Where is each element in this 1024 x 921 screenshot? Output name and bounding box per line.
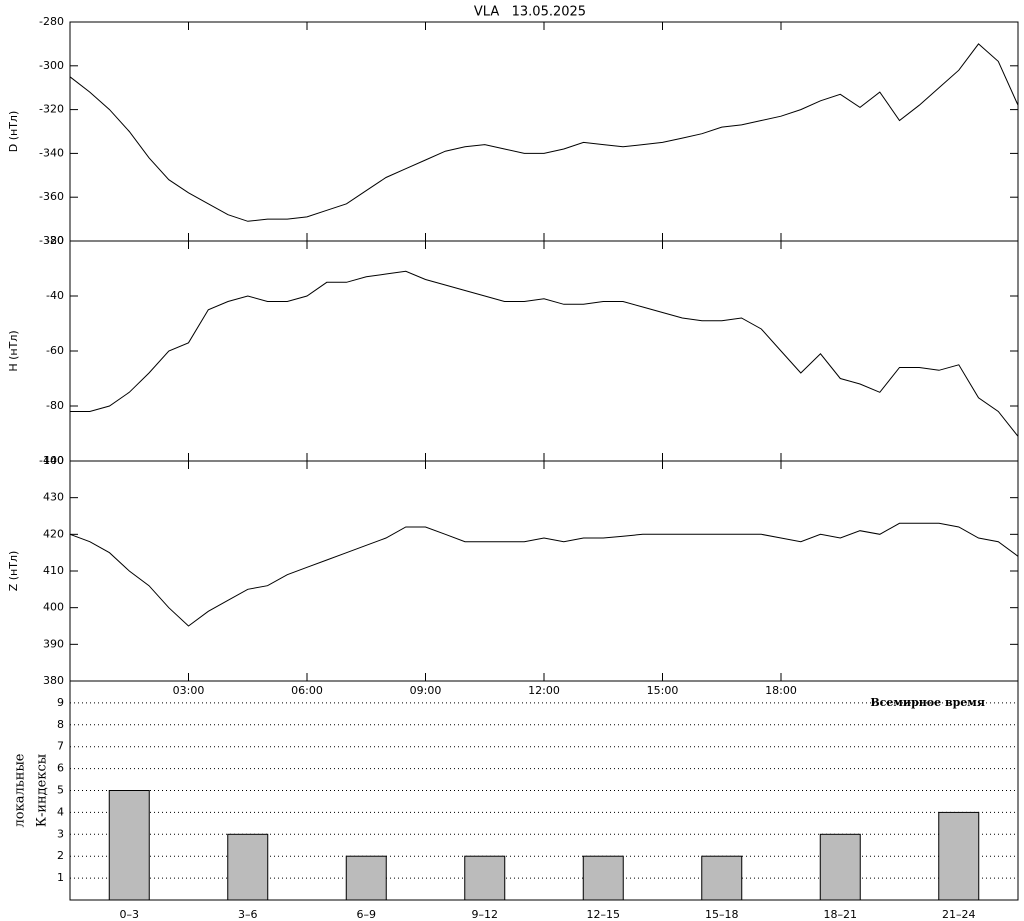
x-tick-label: 12:00: [528, 684, 560, 697]
y-tick-label: -60: [46, 344, 64, 357]
bar: [345, 855, 387, 901]
plot-frame: [69, 460, 1019, 682]
y-tick-label: -40: [46, 289, 64, 302]
y-tick-label: 420: [43, 527, 64, 540]
plot-frame: [69, 240, 1019, 462]
x-tick-label: 9–12: [472, 908, 499, 921]
bar: [938, 811, 980, 901]
bar: [819, 833, 861, 901]
y-tick-label: 410: [43, 564, 64, 577]
x-tick-label: 09:00: [410, 684, 442, 697]
annotation: Всемирное время: [870, 696, 985, 709]
y-tick-label: 380: [43, 674, 64, 687]
y-axis-label: D (нТл): [7, 111, 20, 153]
x-tick-label: 06:00: [291, 684, 323, 697]
y-tick-label: 430: [43, 491, 64, 504]
y-tick-label: -300: [39, 59, 64, 72]
plot-frame: [69, 21, 1019, 242]
x-tick-label: 3–6: [238, 908, 258, 921]
y-tick-label: 6: [57, 762, 64, 775]
y-axis-label: H (нТл): [7, 330, 20, 371]
y-tick-label: -340: [39, 146, 64, 159]
bar: [464, 855, 506, 901]
x-tick-label: 18:00: [765, 684, 797, 697]
chart-title: VLA 13.05.2025: [474, 5, 586, 20]
x-tick-label: 0–3: [120, 908, 140, 921]
y-axis-label: К-индексы: [35, 754, 50, 827]
bar: [701, 855, 743, 901]
x-tick-label: 15–18: [705, 908, 739, 921]
y-tick-label: 7: [57, 740, 64, 753]
y-tick-label: -380: [39, 234, 64, 247]
bar: [108, 790, 150, 901]
data-line: [69, 43, 1019, 222]
y-tick-label: -80: [46, 399, 64, 412]
plot-frame: [69, 680, 1019, 901]
y-tick-label: 8: [57, 718, 64, 731]
y-tick-label: -280: [39, 15, 64, 28]
x-tick-label: 18–21: [824, 908, 858, 921]
bar: [227, 833, 269, 901]
y-tick-label: 2: [57, 849, 64, 862]
y-tick-label: -100: [39, 454, 64, 467]
data-line: [69, 522, 1019, 627]
x-tick-label: 6–9: [357, 908, 377, 921]
y-tick-label: 440: [43, 454, 64, 467]
y-tick-label: -320: [39, 103, 64, 116]
y-tick-label: 5: [57, 784, 64, 797]
y-axis-label: локальные: [13, 753, 28, 827]
y-tick-label: 1: [57, 871, 64, 884]
y-tick-label: 400: [43, 601, 64, 614]
y-tick-label: 3: [57, 827, 64, 840]
y-tick-label: -360: [39, 190, 64, 203]
y-tick-label: 9: [57, 696, 64, 709]
x-tick-label: 12–15: [587, 908, 621, 921]
y-tick-label: 4: [57, 805, 64, 818]
bar: [582, 855, 624, 901]
y-axis-label: Z (нТл): [7, 551, 20, 592]
y-tick-label: 390: [43, 637, 64, 650]
x-tick-label: 15:00: [647, 684, 679, 697]
data-line: [70, 270, 1019, 437]
x-tick-label: 03:00: [173, 684, 205, 697]
x-tick-label: 21–24: [942, 908, 976, 921]
y-tick-label: -20: [46, 234, 64, 247]
